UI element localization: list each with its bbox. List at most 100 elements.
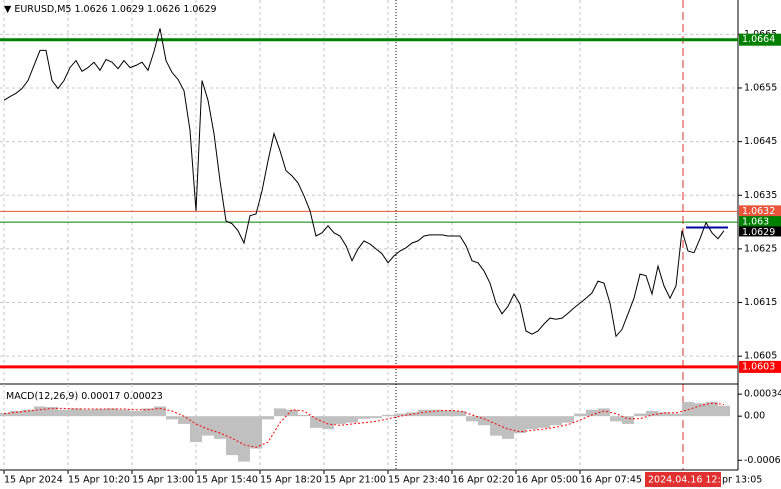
macd-header: MACD(12,26,9) 0.00017 0.00023: [6, 391, 163, 402]
macd-bar: [538, 416, 550, 428]
macd-bar: [46, 407, 58, 417]
macd-bar: [274, 408, 286, 417]
macd-bar: [442, 410, 454, 417]
cursor-label-box: [645, 472, 721, 487]
macd-bar: [238, 416, 250, 462]
macd-bar: [178, 416, 190, 424]
y-tick-label: -0.00068: [744, 455, 781, 466]
macd-bar: [634, 413, 646, 417]
macd-bar: [598, 408, 610, 417]
macd-bar: [34, 406, 46, 417]
macd-bar: [226, 416, 238, 456]
macd-bar: [262, 416, 274, 420]
macd-bar: [334, 416, 346, 424]
macd-bar: [94, 409, 106, 417]
macd-bar: [418, 409, 430, 417]
bid-label: 1.0629: [742, 227, 775, 238]
x-tick-label: 15 Apr 10:20: [68, 475, 130, 486]
price-line: [3, 28, 725, 338]
price-label-box: [739, 216, 781, 229]
y-tick-label: 1.0615: [744, 297, 777, 308]
symbol: EURUSD,M5: [14, 4, 71, 15]
y-tick-label: 0.00: [744, 411, 765, 422]
macd-bar: [454, 410, 466, 417]
macd-bar: [382, 414, 394, 417]
macd-bar: [58, 409, 70, 417]
macd-bar: [718, 405, 730, 417]
macd-bar: [430, 409, 442, 417]
x-tick-label: 16 Apr 07:45: [580, 475, 642, 486]
macd-bar: [166, 416, 178, 420]
macd-bar: [682, 401, 694, 417]
signal-reading: 0.00023: [124, 391, 163, 402]
macd-bar: [646, 410, 658, 417]
close: 1.0629: [183, 4, 216, 15]
macd-bar: [466, 416, 478, 422]
x-tick-label: pr 13:05: [722, 475, 762, 486]
macd-bar: [202, 416, 214, 436]
macd-bar: [610, 416, 622, 422]
y-tick-label: 1.0625: [744, 243, 777, 254]
x-tick-label: 16 Apr 05:00: [516, 475, 578, 486]
macd-bar: [298, 414, 310, 417]
macd-bar: [514, 416, 526, 434]
triangle: ▼: [4, 4, 14, 15]
macd-bar: [622, 416, 634, 424]
price-label: 1.0664: [742, 34, 775, 45]
macd-bar: [658, 412, 670, 417]
macd-bar: [706, 401, 718, 417]
macd-bar: [322, 416, 334, 430]
price-label-box: [739, 205, 781, 218]
bid-label-box: [739, 226, 781, 237]
macd-bar: [406, 412, 418, 417]
high: 1.0629: [111, 4, 144, 15]
x-tick-label: 15 Apr 13:00: [132, 475, 194, 486]
open: 1.0626: [74, 4, 107, 15]
macd-bar: [22, 409, 34, 417]
x-tick-label: 15 Apr 18:20: [260, 475, 322, 486]
macd-bar: [250, 416, 262, 449]
macd-bar: [502, 416, 514, 439]
y-tick-label: 1.0635: [744, 190, 777, 201]
macd-bar: [142, 408, 154, 417]
macd-bar: [370, 416, 382, 419]
macd-title: MACD(12,26,9): [6, 391, 78, 402]
macd-bar: [358, 416, 370, 419]
y-tick-label: 1.0655: [744, 82, 777, 93]
macd-bar: [670, 413, 682, 417]
macd-bar: [394, 413, 406, 417]
macd-bar: [118, 409, 130, 417]
x-tick-label: 15 Apr 2024: [4, 475, 63, 486]
macd-bar: [154, 406, 166, 417]
macd-reading: 0.00017: [81, 391, 120, 402]
macd-bar: [490, 416, 502, 436]
x-tick-label: 15 Apr 21:00: [324, 475, 386, 486]
macd-bar: [526, 416, 538, 430]
price-label: 1.0603: [742, 361, 775, 372]
macd-bar: [586, 409, 598, 417]
macd-bar: [214, 416, 226, 439]
macd-bar: [190, 416, 202, 443]
macd-bar: [130, 410, 142, 417]
low: 1.0626: [147, 4, 180, 15]
x-tick-label: 15 Apr 23:40: [388, 475, 450, 486]
macd-bar: [478, 416, 490, 426]
macd-bar: [0, 412, 10, 417]
price-label-box: [739, 33, 781, 46]
price-label: 1.063: [742, 217, 769, 228]
macd-bar: [550, 416, 562, 426]
x-tick-label: 15 Apr 15:40: [196, 475, 258, 486]
y-tick-label: 1.0605: [744, 351, 777, 362]
y-tick-label: 0.00034: [744, 389, 781, 400]
cursor-label: 2024.04.16 12:05: [648, 475, 733, 486]
macd-bar: [562, 416, 574, 423]
macd-bar: [106, 408, 118, 417]
macd-bar: [286, 409, 298, 417]
macd-bar: [346, 416, 358, 423]
macd-bar: [70, 408, 82, 417]
macd-bar: [10, 410, 22, 417]
signal-line: [3, 402, 725, 448]
macd-bar: [310, 416, 322, 428]
